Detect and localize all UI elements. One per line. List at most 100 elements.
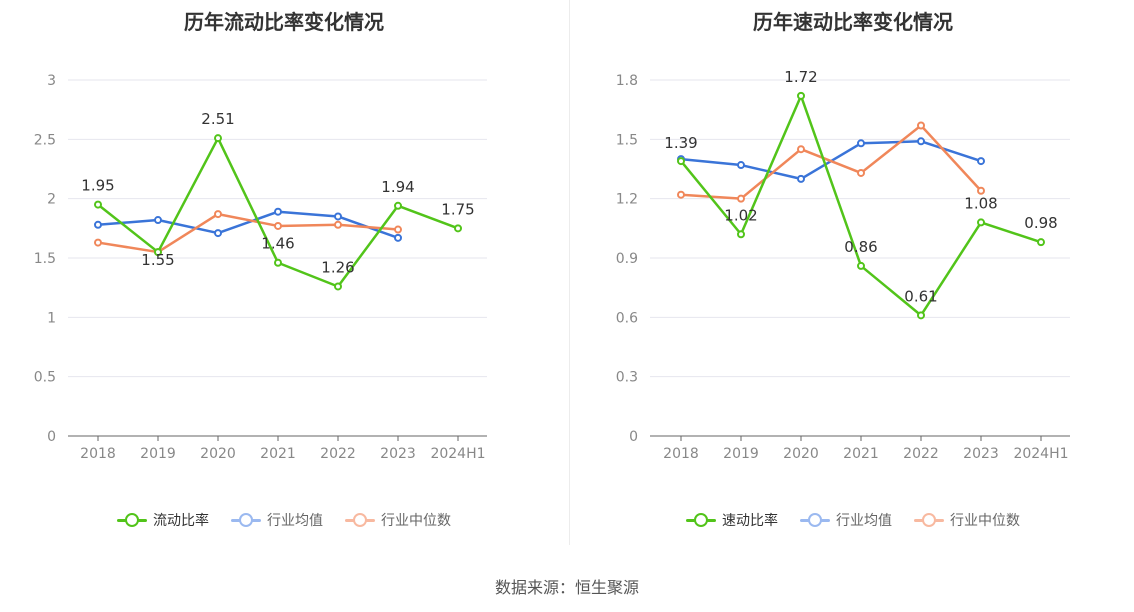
- x-tick-label: 2024H1: [430, 446, 485, 462]
- legend-marker-company: [117, 513, 147, 527]
- legend-marker-median: [345, 513, 375, 527]
- data-point-avg: [394, 233, 402, 242]
- data-point-company: [797, 91, 805, 100]
- data-label: 1.08: [964, 194, 997, 212]
- x-tick-label: 2023: [380, 446, 416, 462]
- data-label: 0.86: [844, 238, 877, 256]
- data-point-median: [394, 225, 402, 234]
- legend-marker-company: [686, 513, 716, 527]
- x-tick-label: 2019: [723, 446, 759, 462]
- data-point-avg: [154, 216, 162, 225]
- data-point-avg: [797, 174, 805, 183]
- legend-item-avg[interactable]: 行业均值: [800, 510, 892, 530]
- current-ratio-chart: 历年流动比率变化情况 0 0.5 1 1.5 2 2.5 3 2018 2019 2020 2021…: [0, 0, 568, 545]
- data-point-company: [677, 157, 685, 166]
- current-ratio-plot: 0 0.5 1 1.5 2 2.5 3 2018 2019 2020 2021 2022 2023 202…: [34, 73, 487, 462]
- y-tick-label: 3: [47, 73, 56, 89]
- legend-marker-avg: [800, 513, 830, 527]
- data-point-median: [214, 210, 222, 219]
- y-tick-label: 2.5: [34, 132, 56, 148]
- data-source: 数据来源：恒生聚源: [494, 578, 639, 597]
- x-tick-label: 2018: [80, 446, 116, 462]
- y-tick-label: 0: [629, 429, 638, 445]
- data-point-company: [737, 230, 745, 239]
- legend-label: 速动比率: [722, 513, 778, 529]
- data-point-avg: [274, 207, 282, 216]
- x-tick-label: 2021: [843, 446, 879, 462]
- chart-legend: 速动比率 行业均值 行业中位数: [572, 510, 1134, 530]
- data-label: 1.02: [724, 206, 757, 224]
- data-point-median: [857, 168, 865, 177]
- y-tick-label: 2: [47, 192, 56, 208]
- data-point-median: [334, 220, 342, 229]
- chart-title: 历年流动比率变化情况: [184, 10, 384, 34]
- x-tick-label: 2023: [963, 446, 999, 462]
- y-tick-label: 0.3: [616, 370, 638, 386]
- chart-title: 历年速动比率变化情况: [753, 10, 953, 34]
- y-tick-label: 1.5: [616, 132, 638, 148]
- series-line-median: [680, 124, 982, 200]
- data-point-avg: [214, 229, 222, 238]
- legend-item-avg[interactable]: 行业均值: [231, 510, 323, 530]
- y-tick-label: 1.8: [616, 73, 638, 89]
- data-point-avg: [977, 157, 985, 166]
- legend-marker-median: [914, 513, 944, 527]
- y-tick-label: 0.9: [616, 251, 638, 267]
- legend-item-company[interactable]: 流动比率: [117, 510, 209, 530]
- data-point-median: [737, 194, 745, 203]
- legend-label: 行业中位数: [381, 513, 451, 529]
- legend-label: 行业均值: [836, 513, 892, 529]
- data-point-company: [94, 200, 102, 209]
- x-tick-label: 2022: [903, 446, 939, 462]
- y-tick-label: 1.5: [34, 251, 56, 267]
- legend-item-median[interactable]: 行业中位数: [914, 510, 1020, 530]
- y-tick-label: 0.6: [616, 310, 638, 326]
- legend-item-company[interactable]: 速动比率: [686, 510, 778, 530]
- x-tick-label: 2020: [200, 446, 236, 462]
- legend-item-median[interactable]: 行业中位数: [345, 510, 451, 530]
- data-label: 1.55: [141, 251, 174, 269]
- data-label: 1.39: [664, 134, 697, 152]
- series-line-median: [97, 212, 399, 254]
- data-point-company: [274, 258, 282, 267]
- data-point-company: [1037, 238, 1045, 247]
- data-label: 1.72: [784, 68, 817, 86]
- data-point-median: [677, 190, 685, 199]
- data-point-avg: [334, 212, 342, 221]
- chart-legend: 流动比率 行业均值 行业中位数: [0, 510, 568, 530]
- data-point-company: [394, 201, 402, 210]
- x-tick-label: 2021: [260, 446, 296, 462]
- x-tick-label: 2024H1: [1013, 446, 1068, 462]
- quick-ratio-chart: 历年速动比率变化情况 0 0.3 0.6 0.9 1.2 1.5 1.8 2018 2019 20…: [572, 0, 1134, 545]
- data-label: 2.51: [201, 110, 234, 128]
- data-point-median: [274, 221, 282, 230]
- legend-marker-avg: [231, 513, 261, 527]
- legend-label: 行业中位数: [950, 513, 1020, 529]
- data-point-avg: [917, 137, 925, 146]
- x-tick-label: 2020: [783, 446, 819, 462]
- data-point-median: [977, 186, 985, 195]
- data-point-company: [977, 218, 985, 227]
- legend-label: 行业均值: [267, 513, 323, 529]
- data-point-avg: [94, 220, 102, 229]
- series-line-avg: [97, 210, 399, 240]
- data-label: 1.94: [381, 178, 414, 196]
- panel-divider: [569, 0, 570, 545]
- y-tick-label: 1.2: [616, 192, 638, 208]
- data-label: 1.75: [441, 200, 474, 218]
- legend-label: 流动比率: [153, 513, 209, 529]
- data-point-company: [454, 224, 462, 233]
- data-point-median: [797, 145, 805, 154]
- data-label: 1.26: [321, 258, 354, 276]
- quick-ratio-plot: 0 0.3 0.6 0.9 1.2 1.5 1.8 2018 2019 2020 2021 2022 2…: [616, 68, 1070, 462]
- data-point-company: [857, 261, 865, 270]
- data-point-company: [917, 311, 925, 320]
- data-point-company: [154, 248, 162, 257]
- data-point-median: [94, 238, 102, 247]
- data-label: 1.46: [261, 235, 294, 253]
- data-point-company: [334, 282, 342, 291]
- y-tick-label: 1: [47, 310, 56, 326]
- x-tick-label: 2022: [320, 446, 356, 462]
- data-point-avg: [737, 161, 745, 170]
- x-tick-label: 2018: [663, 446, 699, 462]
